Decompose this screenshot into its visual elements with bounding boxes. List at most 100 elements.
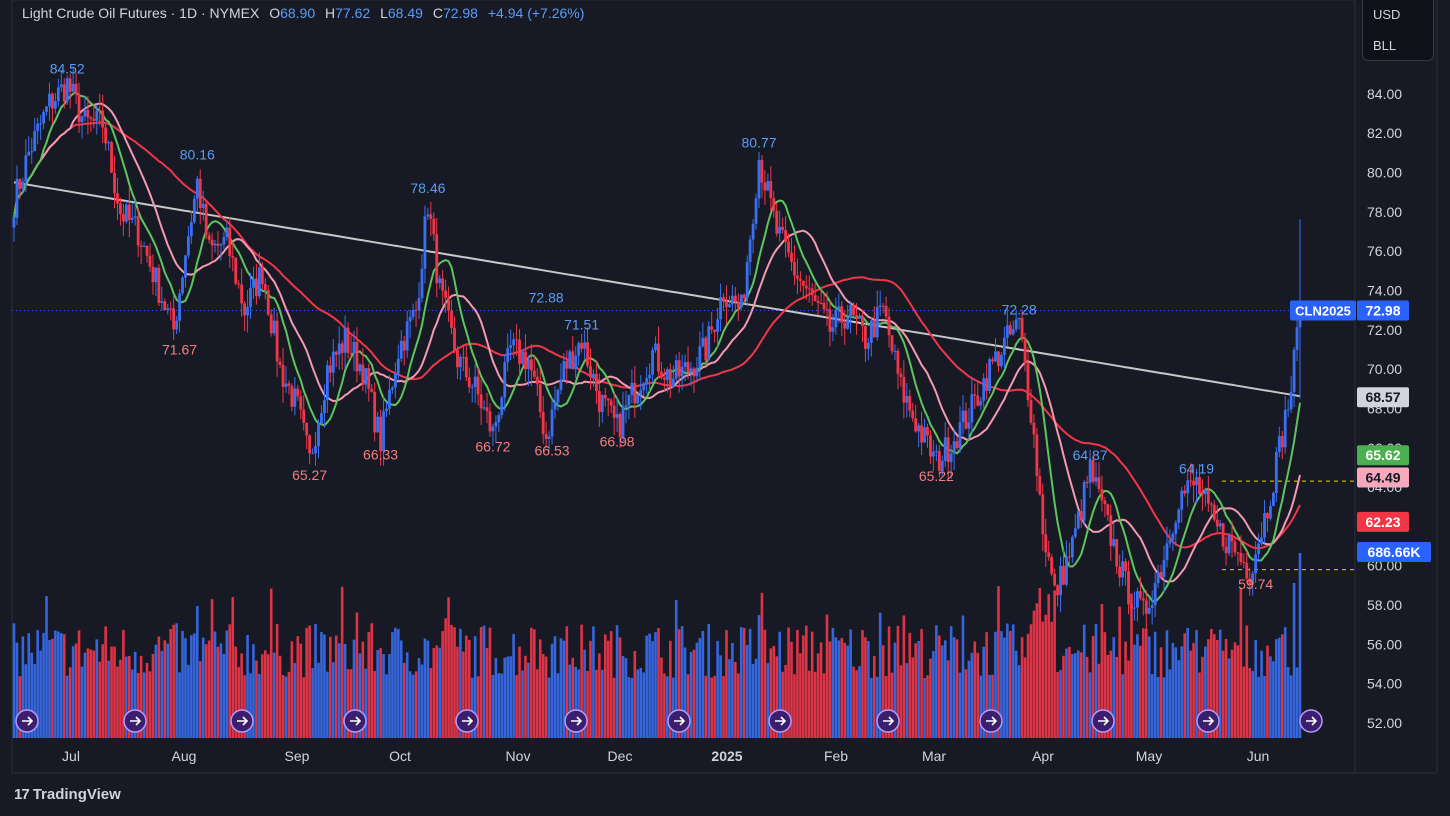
price-tag-value: 72.98 <box>1365 303 1400 319</box>
volume-bar <box>1124 641 1127 738</box>
candle <box>139 240 143 265</box>
candle <box>958 406 962 453</box>
tradingview-brand[interactable]: 17 TradingView <box>14 786 121 803</box>
candle-body <box>766 181 770 191</box>
candle <box>479 379 483 425</box>
high-low-label: 80.16 <box>180 146 215 162</box>
candle <box>1047 540 1051 561</box>
candle <box>494 415 498 442</box>
candle-body <box>902 377 906 403</box>
volume-bar <box>497 673 501 738</box>
x-tick-label: Feb <box>824 748 848 764</box>
candle <box>450 299 453 335</box>
volume-bar <box>1130 593 1133 738</box>
volume-bar <box>116 666 119 738</box>
price-tag: CLN2025 72.98 <box>1290 300 1409 321</box>
volume-bar <box>1053 590 1056 738</box>
volume-bar <box>1026 633 1030 738</box>
volume-bar <box>417 658 421 738</box>
candle <box>807 275 811 303</box>
candle-body <box>391 387 394 390</box>
candle <box>1118 554 1122 587</box>
volume-bar <box>887 626 891 738</box>
candle-body <box>27 151 31 156</box>
candle <box>405 310 409 359</box>
volume-bar <box>917 640 920 738</box>
y-tick-label: 74.00 <box>1367 282 1402 298</box>
candle <box>1091 455 1095 485</box>
symbol-header[interactable]: Light Crude Oil Futures · 1D · NYMEX O68… <box>22 5 584 21</box>
volume-bar <box>618 637 622 738</box>
volume-bar <box>1272 661 1275 738</box>
candle <box>574 345 578 379</box>
candle <box>1079 499 1083 528</box>
candle-body <box>1257 543 1261 555</box>
candle-body <box>1014 319 1018 330</box>
candle <box>1059 556 1062 612</box>
volume-bar <box>169 628 172 738</box>
volume-bar <box>636 669 640 738</box>
candle-body <box>1100 489 1104 501</box>
candle <box>1038 468 1042 496</box>
candle-body <box>187 236 190 256</box>
candle <box>961 395 965 435</box>
candle <box>606 398 610 417</box>
candle-body <box>379 416 382 452</box>
candle <box>272 307 276 336</box>
candle-body <box>556 389 560 403</box>
candle-body <box>594 373 598 391</box>
unit-label[interactable]: BLL <box>1373 38 1397 53</box>
candle <box>189 210 193 244</box>
candle <box>59 70 63 93</box>
volume-bar <box>18 676 22 738</box>
candle <box>154 266 158 296</box>
candle <box>77 82 81 133</box>
currency-label[interactable]: USD <box>1373 7 1401 22</box>
candle <box>1218 519 1222 530</box>
volume-bar <box>1091 635 1095 738</box>
high-low-label: 65.22 <box>919 468 954 484</box>
candle-body <box>615 414 619 418</box>
volume-bar <box>586 671 589 738</box>
volume-bar <box>893 642 897 738</box>
price-tag: 686.66K <box>1357 541 1431 562</box>
candle-body <box>946 437 950 463</box>
volume-bar <box>1065 648 1068 738</box>
y-tick-label: 84.00 <box>1367 86 1402 102</box>
candle-body <box>559 380 563 390</box>
candle <box>240 268 244 317</box>
volume-bar <box>1236 645 1240 738</box>
volume-bar <box>1186 627 1189 738</box>
candle-body <box>382 411 385 452</box>
volume-bar <box>42 632 45 738</box>
high-low-label: 78.46 <box>410 180 445 196</box>
volume-bar <box>157 636 161 738</box>
candle-body <box>1112 539 1116 546</box>
volume-bar <box>414 671 418 738</box>
candle <box>1144 590 1148 631</box>
volume-bar <box>397 629 400 738</box>
candle <box>864 321 867 363</box>
unit-selector[interactable]: USD BLL <box>1362 0 1434 61</box>
candle-body <box>148 255 152 267</box>
price-tag-value: 686.66K <box>1368 544 1421 560</box>
candle-body <box>59 84 63 88</box>
candle-body <box>683 362 687 367</box>
candle <box>943 421 947 468</box>
candle-body <box>822 302 826 310</box>
candle-body <box>1076 511 1080 529</box>
volume-bar <box>1298 553 1302 738</box>
candle-body <box>521 351 524 364</box>
candle <box>497 412 501 433</box>
candle-body <box>243 303 246 316</box>
volume-bar <box>500 673 504 738</box>
candle-body <box>237 283 241 285</box>
candle-body <box>287 383 291 386</box>
candle <box>722 293 725 311</box>
candle-body <box>1218 523 1222 527</box>
candle <box>181 275 184 296</box>
volume-bar <box>804 625 808 738</box>
volume-bar <box>231 597 235 738</box>
volume-bar <box>281 675 285 738</box>
